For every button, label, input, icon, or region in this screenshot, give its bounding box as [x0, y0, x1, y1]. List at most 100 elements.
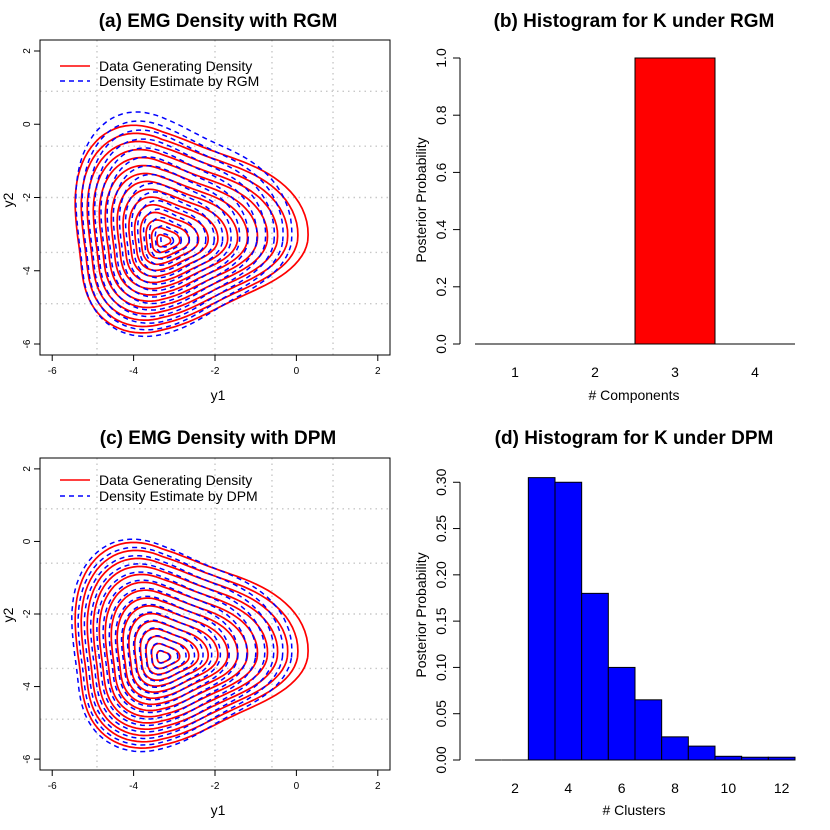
- panel-a-ylabel: y2: [0, 192, 16, 207]
- y-tick-label: 0: [22, 121, 33, 127]
- y-tick-label: 0.25: [433, 515, 449, 542]
- histogram-bar: [554, 481, 583, 761]
- x-tick-label: 12: [774, 780, 790, 796]
- legend-label-estimate: Density Estimate by RGM: [99, 73, 259, 89]
- contour-line-true-density: [156, 649, 172, 664]
- x-tick-label: -4: [129, 366, 138, 377]
- y-tick-label: 2: [22, 48, 33, 54]
- contour-line-true-density: [150, 226, 181, 254]
- x-tick-label: 0: [294, 781, 300, 792]
- contour-line-true-density: [110, 172, 249, 296]
- contour-line-true-density: [133, 203, 210, 272]
- y-tick-label: -4: [22, 266, 33, 275]
- x-tick-label: 2: [375, 781, 381, 792]
- y-tick-label: 2: [22, 466, 33, 472]
- panel-b-xlabel: # Components: [588, 387, 679, 403]
- contour-line-estimate: [83, 554, 275, 740]
- contour-line-estimate: [108, 587, 239, 714]
- x-tick-label: 8: [671, 780, 679, 796]
- contour-line-estimate: [77, 546, 284, 746]
- panel-d-xlabel: # Clusters: [602, 802, 665, 818]
- contour-line-estimate: [75, 111, 293, 338]
- y-tick-label: 0.4: [433, 220, 449, 240]
- panel-b-y-ticks: 0.0 0.2 0.4 0.6 0.8 1.0: [433, 48, 461, 354]
- contour-line-estimate: [138, 627, 196, 682]
- x-tick-label: 4: [564, 780, 572, 796]
- contour-line-estimate: [160, 233, 175, 248]
- contour-line-true-density: [86, 140, 289, 321]
- contour-line-true-density: [150, 642, 181, 670]
- contour-line-estimate: [144, 634, 187, 676]
- contour-line-true-density: [110, 589, 249, 712]
- x-tick-label: -2: [211, 781, 220, 792]
- x-tick-label: 2: [375, 366, 381, 377]
- contour-line-estimate: [114, 595, 230, 707]
- contour-line-true-density: [122, 188, 229, 284]
- contour-line-estimate: [136, 199, 207, 273]
- panel-a: (a) EMG Density with RGM -6 -4 -2 0 2 -6 -4 -2…: [0, 11, 391, 403]
- panel-d-y-ticks: 0.00 0.05 0.10 0.15 0.20 0.25 0.30: [433, 468, 461, 774]
- contour-line-true-density: [86, 557, 289, 737]
- contour-line-estimate: [96, 571, 257, 727]
- contour-line-estimate: [154, 225, 183, 254]
- histogram-bar: [687, 745, 716, 761]
- histogram-bar: [607, 666, 636, 761]
- contour-line-true-density: [74, 541, 309, 749]
- panel-c-legend: Data Generating Density Density Estimate…: [60, 472, 258, 504]
- panel-c-y-ticks: -6 -4 -2 0 2: [22, 466, 40, 764]
- legend-label-estimate: Density Estimate by DPM: [99, 488, 258, 504]
- contour-line-estimate: [89, 563, 266, 733]
- y-tick-label: -2: [22, 193, 33, 202]
- panel-c-ylabel: y2: [0, 607, 16, 622]
- y-tick-label: 0.30: [433, 468, 449, 495]
- panel-a-xlabel: y1: [211, 387, 226, 403]
- histogram-bar: [714, 755, 743, 761]
- contour-line-estimate: [130, 191, 215, 279]
- y-tick-label: -4: [22, 682, 33, 691]
- contour-line-estimate: [132, 619, 204, 688]
- panel-d-x-ticks: 2 4 6 8 10 12: [511, 780, 790, 796]
- panel-d-title: (d) Histogram for K under DPM: [495, 428, 774, 449]
- panel-c-title: (c) EMG Density with DPM: [100, 428, 336, 449]
- panel-b-x-ticks: 1 2 3 4: [511, 364, 759, 380]
- x-tick-label: -4: [129, 781, 138, 792]
- y-tick-label: 0.20: [433, 561, 449, 588]
- histogram-bar: [581, 592, 609, 761]
- histogram-bar: [661, 736, 689, 761]
- contour-line-true-density: [145, 219, 190, 260]
- x-tick-label: 1: [511, 364, 519, 380]
- y-tick-label: -2: [22, 609, 33, 618]
- y-tick-label: 0.8: [433, 105, 449, 125]
- panel-c: (c) EMG Density with DPM -6 -4 -2 0 2 -6 -4 -2…: [0, 428, 391, 818]
- contour-line-estimate: [100, 147, 258, 311]
- y-tick-label: 0: [22, 538, 33, 544]
- contour-line-estimate: [81, 120, 284, 331]
- histogram-bar: [527, 477, 556, 761]
- contour-line-true-density: [104, 164, 259, 303]
- contour-line-estimate: [150, 642, 179, 670]
- contour-line-estimate: [102, 579, 248, 720]
- y-tick-label: 0.2: [433, 277, 449, 297]
- contour-line-true-density: [116, 180, 239, 290]
- contour-line-estimate: [126, 611, 213, 695]
- panel-a-y-ticks: -6 -4 -2 0 2: [22, 48, 40, 348]
- y-tick-label: 0.6: [433, 162, 449, 182]
- x-tick-label: -6: [48, 781, 57, 792]
- panel-c-contours: [71, 538, 309, 753]
- y-tick-label: -6: [22, 754, 33, 763]
- contour-line-true-density: [92, 565, 279, 731]
- legend-label-data: Data Generating Density: [99, 58, 252, 74]
- contour-line-estimate: [120, 603, 222, 701]
- panel-b-title: (b) Histogram for K under RGM: [494, 11, 775, 32]
- panel-a-legend: Data Generating Density Density Estimate…: [60, 58, 259, 89]
- x-tick-label: 10: [721, 780, 737, 796]
- x-tick-label: 2: [511, 780, 519, 796]
- y-tick-label: 0.15: [433, 607, 449, 634]
- contour-line-estimate: [142, 208, 199, 266]
- y-tick-label: 0.05: [433, 700, 449, 727]
- y-tick-label: 0.0: [433, 334, 449, 354]
- panel-d-bars: [475, 477, 796, 761]
- contour-line-estimate: [124, 182, 224, 285]
- y-tick-label: -6: [22, 339, 33, 348]
